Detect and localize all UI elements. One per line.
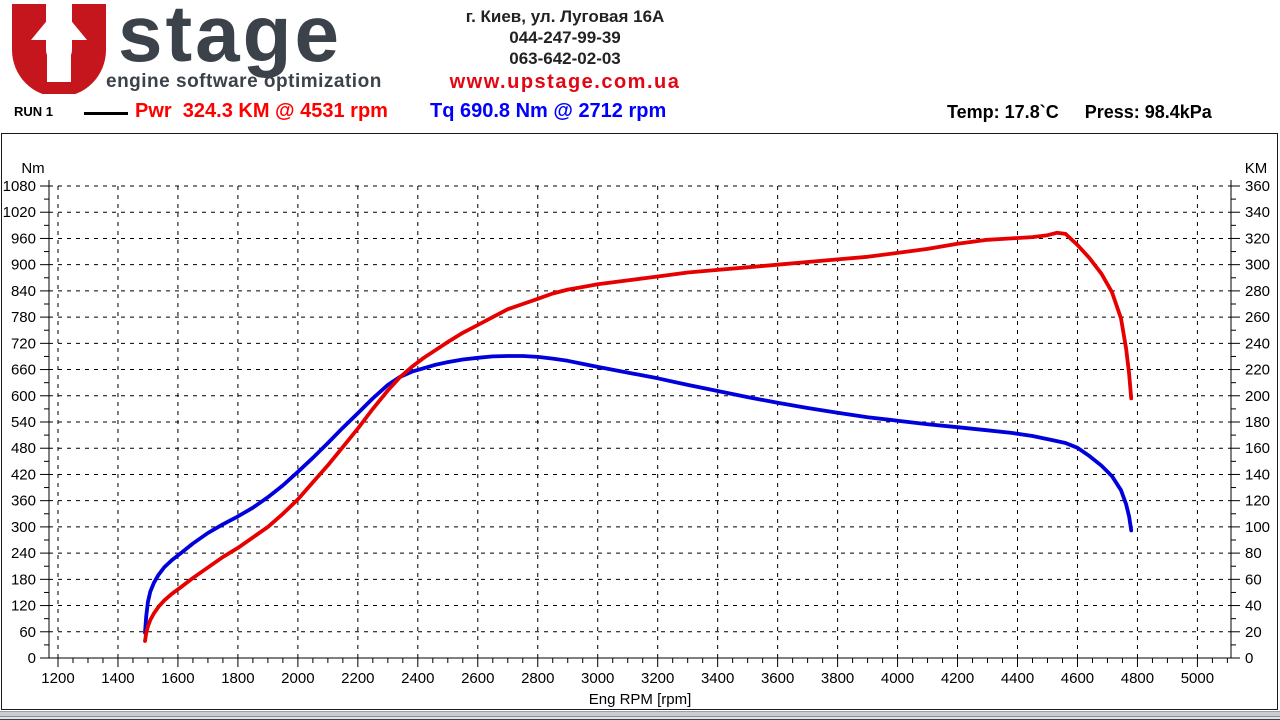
svg-text:4200: 4200 (941, 670, 974, 687)
svg-text:280: 280 (1245, 283, 1270, 300)
contact-address: г. Киев, ул. Луговая 16А (465, 7, 665, 26)
svg-text:0: 0 (1245, 650, 1253, 667)
svg-text:960: 960 (11, 230, 36, 247)
svg-text:4400: 4400 (1001, 670, 1034, 687)
svg-text:Eng RPM [rpm]: Eng RPM [rpm] (589, 691, 692, 707)
svg-text:3000: 3000 (581, 670, 614, 687)
svg-text:660: 660 (11, 362, 36, 379)
svg-text:140: 140 (1245, 466, 1270, 483)
svg-text:1080: 1080 (3, 178, 36, 195)
upstage-logo-icon (12, 4, 106, 94)
svg-text:1020: 1020 (3, 204, 36, 221)
svg-text:120: 120 (1245, 493, 1270, 510)
svg-text:2600: 2600 (461, 670, 494, 687)
svg-text:360: 360 (1245, 178, 1270, 195)
svg-text:840: 840 (11, 283, 36, 300)
contact-block: г. Киев, ул. Луговая 16А 044-247-99-39 0… (405, 6, 725, 93)
svg-text:900: 900 (11, 257, 36, 274)
svg-text:KM: KM (1245, 160, 1268, 177)
svg-text:180: 180 (1245, 414, 1270, 431)
svg-text:120: 120 (11, 598, 36, 615)
svg-text:100: 100 (1245, 519, 1270, 536)
svg-text:300: 300 (1245, 257, 1270, 274)
run-line-sample (84, 112, 128, 115)
contact-phone-2: 063-642-02-03 (509, 49, 621, 68)
svg-text:4000: 4000 (881, 670, 914, 687)
svg-text:4800: 4800 (1121, 670, 1154, 687)
svg-text:3600: 3600 (761, 670, 794, 687)
svg-text:5000: 5000 (1181, 670, 1214, 687)
dyno-chart: 0601201802403003604204805406006607207808… (3, 160, 1270, 708)
svg-text:3800: 3800 (821, 670, 854, 687)
svg-text:0: 0 (28, 650, 36, 667)
svg-text:2000: 2000 (281, 670, 314, 687)
svg-text:260: 260 (1245, 309, 1270, 326)
svg-text:200: 200 (1245, 388, 1270, 405)
svg-text:540: 540 (11, 414, 36, 431)
svg-text:2200: 2200 (341, 670, 374, 687)
contact-phone-1: 044-247-99-39 (509, 28, 621, 47)
svg-text:60: 60 (19, 624, 36, 641)
temperature-value: Temp: 17.8`C (947, 102, 1059, 122)
svg-text:480: 480 (11, 440, 36, 457)
logo-text: stage (118, 0, 342, 78)
svg-text:600: 600 (11, 388, 36, 405)
svg-text:320: 320 (1245, 230, 1270, 247)
svg-text:240: 240 (1245, 335, 1270, 352)
svg-text:2400: 2400 (401, 670, 434, 687)
pressure-value: Press: 98.4kPa (1084, 102, 1212, 122)
svg-text:Nm: Nm (21, 160, 44, 177)
svg-text:360: 360 (11, 493, 36, 510)
svg-text:220: 220 (1245, 362, 1270, 379)
svg-text:2800: 2800 (521, 670, 554, 687)
svg-text:300: 300 (11, 519, 36, 536)
svg-text:420: 420 (11, 466, 36, 483)
svg-text:1800: 1800 (221, 670, 254, 687)
conditions: Temp: 17.8`C Press: 98.4kPa (947, 102, 1212, 123)
svg-text:4600: 4600 (1061, 670, 1094, 687)
svg-text:1200: 1200 (41, 670, 74, 687)
svg-text:20: 20 (1245, 624, 1262, 641)
svg-text:720: 720 (11, 335, 36, 352)
svg-text:180: 180 (11, 571, 36, 588)
header: stage engine software optimization г. Ки… (0, 0, 1280, 133)
upstage-logo: stage engine software optimization (8, 0, 408, 96)
svg-text:240: 240 (11, 545, 36, 562)
contact-website: www.upstage.com.ua (449, 71, 681, 93)
svg-text:340: 340 (1245, 204, 1270, 221)
logo-tagline: engine software optimization (106, 71, 382, 92)
svg-text:3400: 3400 (701, 670, 734, 687)
svg-text:1400: 1400 (101, 670, 134, 687)
run-label: RUN 1 (14, 104, 54, 119)
svg-text:160: 160 (1245, 440, 1270, 457)
svg-text:60: 60 (1245, 571, 1262, 588)
svg-text:3200: 3200 (641, 670, 674, 687)
window-bottom-edge (0, 711, 1280, 720)
torque-peak-reading: Tq 690.8 Nm @ 2712 rpm (430, 100, 667, 122)
svg-text:40: 40 (1245, 598, 1262, 615)
dyno-chart-panel: 0 60 120 180 240 300 360 420 480 540 600 660 720 780 8… (1, 133, 1278, 710)
svg-text:80: 80 (1245, 545, 1262, 562)
power-peak-reading: Pwr 324.3 KM @ 4531 rpm (135, 100, 388, 122)
svg-text:780: 780 (11, 309, 36, 326)
svg-text:1600: 1600 (161, 670, 194, 687)
